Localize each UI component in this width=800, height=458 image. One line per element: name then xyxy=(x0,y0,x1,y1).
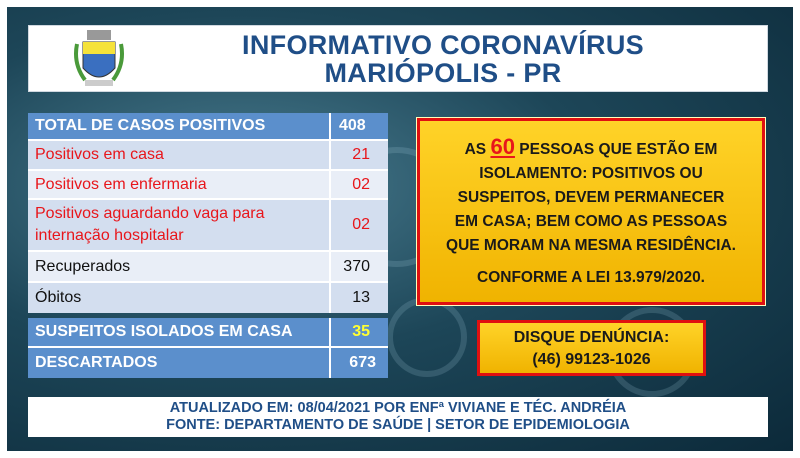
source-info: FONTE: DEPARTAMENTO DE SAÚDE | SETOR DE … xyxy=(166,417,630,433)
total-value: 408 xyxy=(339,117,366,134)
suspeitos-label: SUSPEITOS ISOLADOS EM CASA xyxy=(28,318,331,346)
descartados-label: DESCARTADOS xyxy=(28,348,331,378)
header-banner: INFORMATIVO CORONAVÍRUS MARIÓPOLIS - PR xyxy=(28,25,768,92)
row-label: Recuperados xyxy=(28,252,331,281)
hotline-phone: (46) 99123-1026 xyxy=(532,351,651,368)
row-value: 370 xyxy=(343,257,370,275)
notice-text: PESSOAS QUE ESTÃO EM ISOLAMENTO: POSITIV… xyxy=(446,141,736,254)
notice-prefix: AS xyxy=(464,141,487,158)
footer-banner: ATUALIZADO EM: 08/04/2021 POR ENFª VIVIA… xyxy=(28,397,768,437)
row-label: Positivos em casa xyxy=(28,141,331,169)
row-value: 02 xyxy=(352,216,370,233)
row-value: 13 xyxy=(352,289,370,306)
row-label: Positivos aguardando vaga para internaçã… xyxy=(28,200,331,250)
suspeitos-value: 35 xyxy=(352,323,370,340)
law-reference: CONFORME A LEI 13.979/2020. xyxy=(477,269,705,286)
descartados-value: 673 xyxy=(349,354,376,371)
hotline-label: DISQUE DENÚNCIA: xyxy=(513,329,670,346)
row-label: Óbitos xyxy=(28,283,331,313)
isolation-notice: AS 60 PESSOAS QUE ESTÃO EM ISOLAMENTO: P… xyxy=(416,117,766,306)
table-row: Positivos em casa 21 xyxy=(28,141,388,171)
row-value: 21 xyxy=(352,146,370,163)
table-row: Recuperados 370 xyxy=(28,252,388,283)
table-row: Óbitos 13 xyxy=(28,283,388,313)
total-label: TOTAL DE CASOS POSITIVOS xyxy=(28,113,331,139)
row-value: 02 xyxy=(352,175,370,193)
page-title: INFORMATIVO CORONAVÍRUS MARIÓPOLIS - PR xyxy=(179,31,707,87)
virus-decoration xyxy=(387,297,467,377)
isolated-count: 60 xyxy=(490,134,515,159)
cases-table: TOTAL DE CASOS POSITIVOS 408 Positivos e… xyxy=(28,113,388,378)
municipal-coat-of-arms-logo xyxy=(74,30,124,86)
table-row-descartados: DESCARTADOS 673 xyxy=(28,348,388,378)
title-line-1: INFORMATIVO CORONAVÍRUS xyxy=(242,30,644,60)
title-line-2: MARIÓPOLIS - PR xyxy=(324,58,562,88)
table-row: Positivos em enfermaria 02 xyxy=(28,171,388,200)
table-row: Positivos aguardando vaga para internaçã… xyxy=(28,200,388,252)
table-row-suspeitos: SUSPEITOS ISOLADOS EM CASA 35 xyxy=(28,318,388,348)
updated-info: ATUALIZADO EM: 08/04/2021 POR ENFª VIVIA… xyxy=(169,400,627,416)
hotline-box: DISQUE DENÚNCIA: (46) 99123-1026 xyxy=(477,320,706,376)
row-label: Positivos em enfermaria xyxy=(28,171,331,198)
table-row-total: TOTAL DE CASOS POSITIVOS 408 xyxy=(28,113,388,141)
